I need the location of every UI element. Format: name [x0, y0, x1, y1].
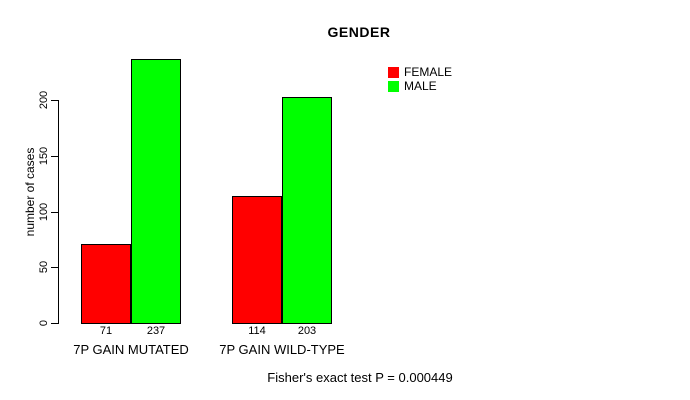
fisher-test-annotation: Fisher's exact test P = 0.000449: [267, 370, 453, 385]
y-axis-line: [58, 100, 59, 324]
bar-male-group2: [282, 97, 332, 324]
legend-item-male: MALE: [388, 79, 452, 93]
legend-label: MALE: [404, 79, 437, 93]
y-tick-label: 100: [38, 202, 50, 222]
y-tick-mark: [51, 212, 58, 213]
y-axis-label: number of cases: [23, 147, 37, 237]
legend-label: FEMALE: [404, 65, 453, 79]
bar-female-group1: [81, 244, 131, 324]
legend-item-female: FEMALE: [388, 65, 452, 79]
y-tick-label: 200: [38, 90, 50, 110]
legend-swatch-icon: [388, 66, 399, 78]
category-label: 7P GAIN MUTATED: [73, 342, 189, 357]
category-label: 7P GAIN WILD-TYPE: [219, 342, 345, 357]
y-tick-label: 150: [38, 146, 50, 166]
y-tick-label: 50: [38, 260, 50, 274]
y-tick-mark: [51, 156, 58, 157]
bar-female-group2: [232, 196, 282, 324]
bar-male-group1: [131, 59, 181, 324]
bar-value-label: 71: [99, 325, 113, 337]
y-tick-mark: [51, 323, 58, 324]
legend-swatch-icon: [388, 80, 399, 92]
y-tick-mark: [51, 100, 58, 101]
legend: FEMALE MALE: [388, 65, 452, 93]
bar-value-label: 114: [248, 325, 266, 337]
y-tick-label: 0: [38, 319, 50, 327]
bar-value-label: 237: [146, 325, 166, 337]
bar-value-label: 203: [297, 325, 317, 337]
chart-title: GENDER: [327, 24, 391, 40]
y-tick-mark: [51, 267, 58, 268]
